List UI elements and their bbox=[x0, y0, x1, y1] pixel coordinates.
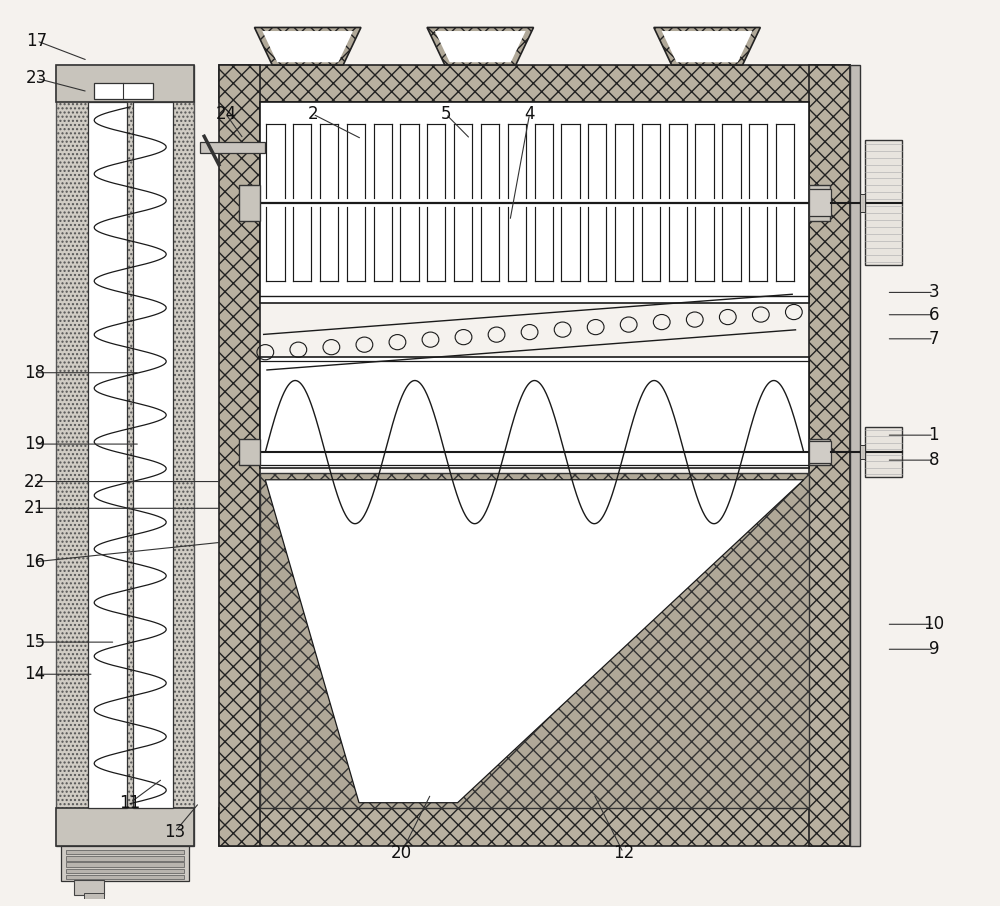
Bar bbox=[61, 845, 189, 882]
Bar bbox=[66, 856, 184, 861]
Bar bbox=[809, 439, 830, 466]
Text: 18: 18 bbox=[24, 363, 45, 381]
Text: 3: 3 bbox=[929, 284, 939, 302]
Bar bbox=[84, 892, 104, 906]
Bar bbox=[56, 65, 194, 845]
Bar bbox=[865, 140, 902, 265]
Bar bbox=[66, 869, 184, 873]
Text: 15: 15 bbox=[24, 633, 45, 651]
Polygon shape bbox=[427, 27, 534, 65]
Text: 5: 5 bbox=[441, 105, 451, 123]
Text: 14: 14 bbox=[24, 665, 45, 683]
Bar bbox=[66, 850, 184, 854]
Bar bbox=[860, 445, 865, 459]
Bar bbox=[809, 65, 850, 845]
Text: 17: 17 bbox=[26, 32, 47, 50]
Bar bbox=[94, 82, 153, 99]
Bar bbox=[56, 808, 194, 845]
Text: 22: 22 bbox=[24, 473, 45, 490]
Text: 13: 13 bbox=[164, 824, 185, 841]
Bar bbox=[850, 65, 860, 845]
Text: 12: 12 bbox=[613, 843, 634, 862]
Bar bbox=[66, 863, 184, 867]
Bar bbox=[809, 185, 830, 220]
Text: 4: 4 bbox=[524, 105, 535, 123]
Bar bbox=[860, 194, 865, 212]
Polygon shape bbox=[435, 31, 526, 63]
Bar bbox=[133, 102, 173, 808]
Bar bbox=[56, 65, 194, 102]
Polygon shape bbox=[262, 31, 353, 63]
Bar bbox=[66, 875, 184, 880]
Text: 9: 9 bbox=[929, 641, 939, 659]
Bar bbox=[809, 441, 831, 463]
Text: 1: 1 bbox=[929, 426, 939, 444]
Bar bbox=[809, 189, 831, 217]
Bar bbox=[260, 473, 809, 808]
Text: 19: 19 bbox=[24, 435, 45, 453]
Text: 8: 8 bbox=[929, 451, 939, 469]
Bar bbox=[219, 808, 850, 845]
Text: 23: 23 bbox=[26, 70, 47, 87]
Text: 7: 7 bbox=[929, 330, 939, 348]
Bar bbox=[88, 102, 127, 808]
Bar bbox=[260, 357, 809, 468]
Polygon shape bbox=[654, 27, 760, 65]
Polygon shape bbox=[254, 27, 361, 65]
Bar bbox=[260, 102, 809, 304]
Text: 21: 21 bbox=[24, 499, 45, 517]
Polygon shape bbox=[265, 480, 804, 803]
Text: 6: 6 bbox=[929, 305, 939, 323]
Text: 2: 2 bbox=[307, 105, 318, 123]
Bar bbox=[219, 65, 260, 845]
Text: 16: 16 bbox=[24, 553, 45, 571]
Polygon shape bbox=[662, 31, 752, 63]
Text: 11: 11 bbox=[120, 794, 141, 812]
Bar bbox=[74, 881, 104, 894]
Text: 10: 10 bbox=[923, 615, 944, 633]
Text: 24: 24 bbox=[215, 105, 236, 123]
Bar bbox=[200, 141, 265, 153]
Text: 20: 20 bbox=[391, 843, 412, 862]
Bar bbox=[219, 65, 850, 102]
Bar bbox=[239, 439, 260, 466]
Bar bbox=[865, 427, 902, 477]
Bar bbox=[239, 185, 260, 220]
